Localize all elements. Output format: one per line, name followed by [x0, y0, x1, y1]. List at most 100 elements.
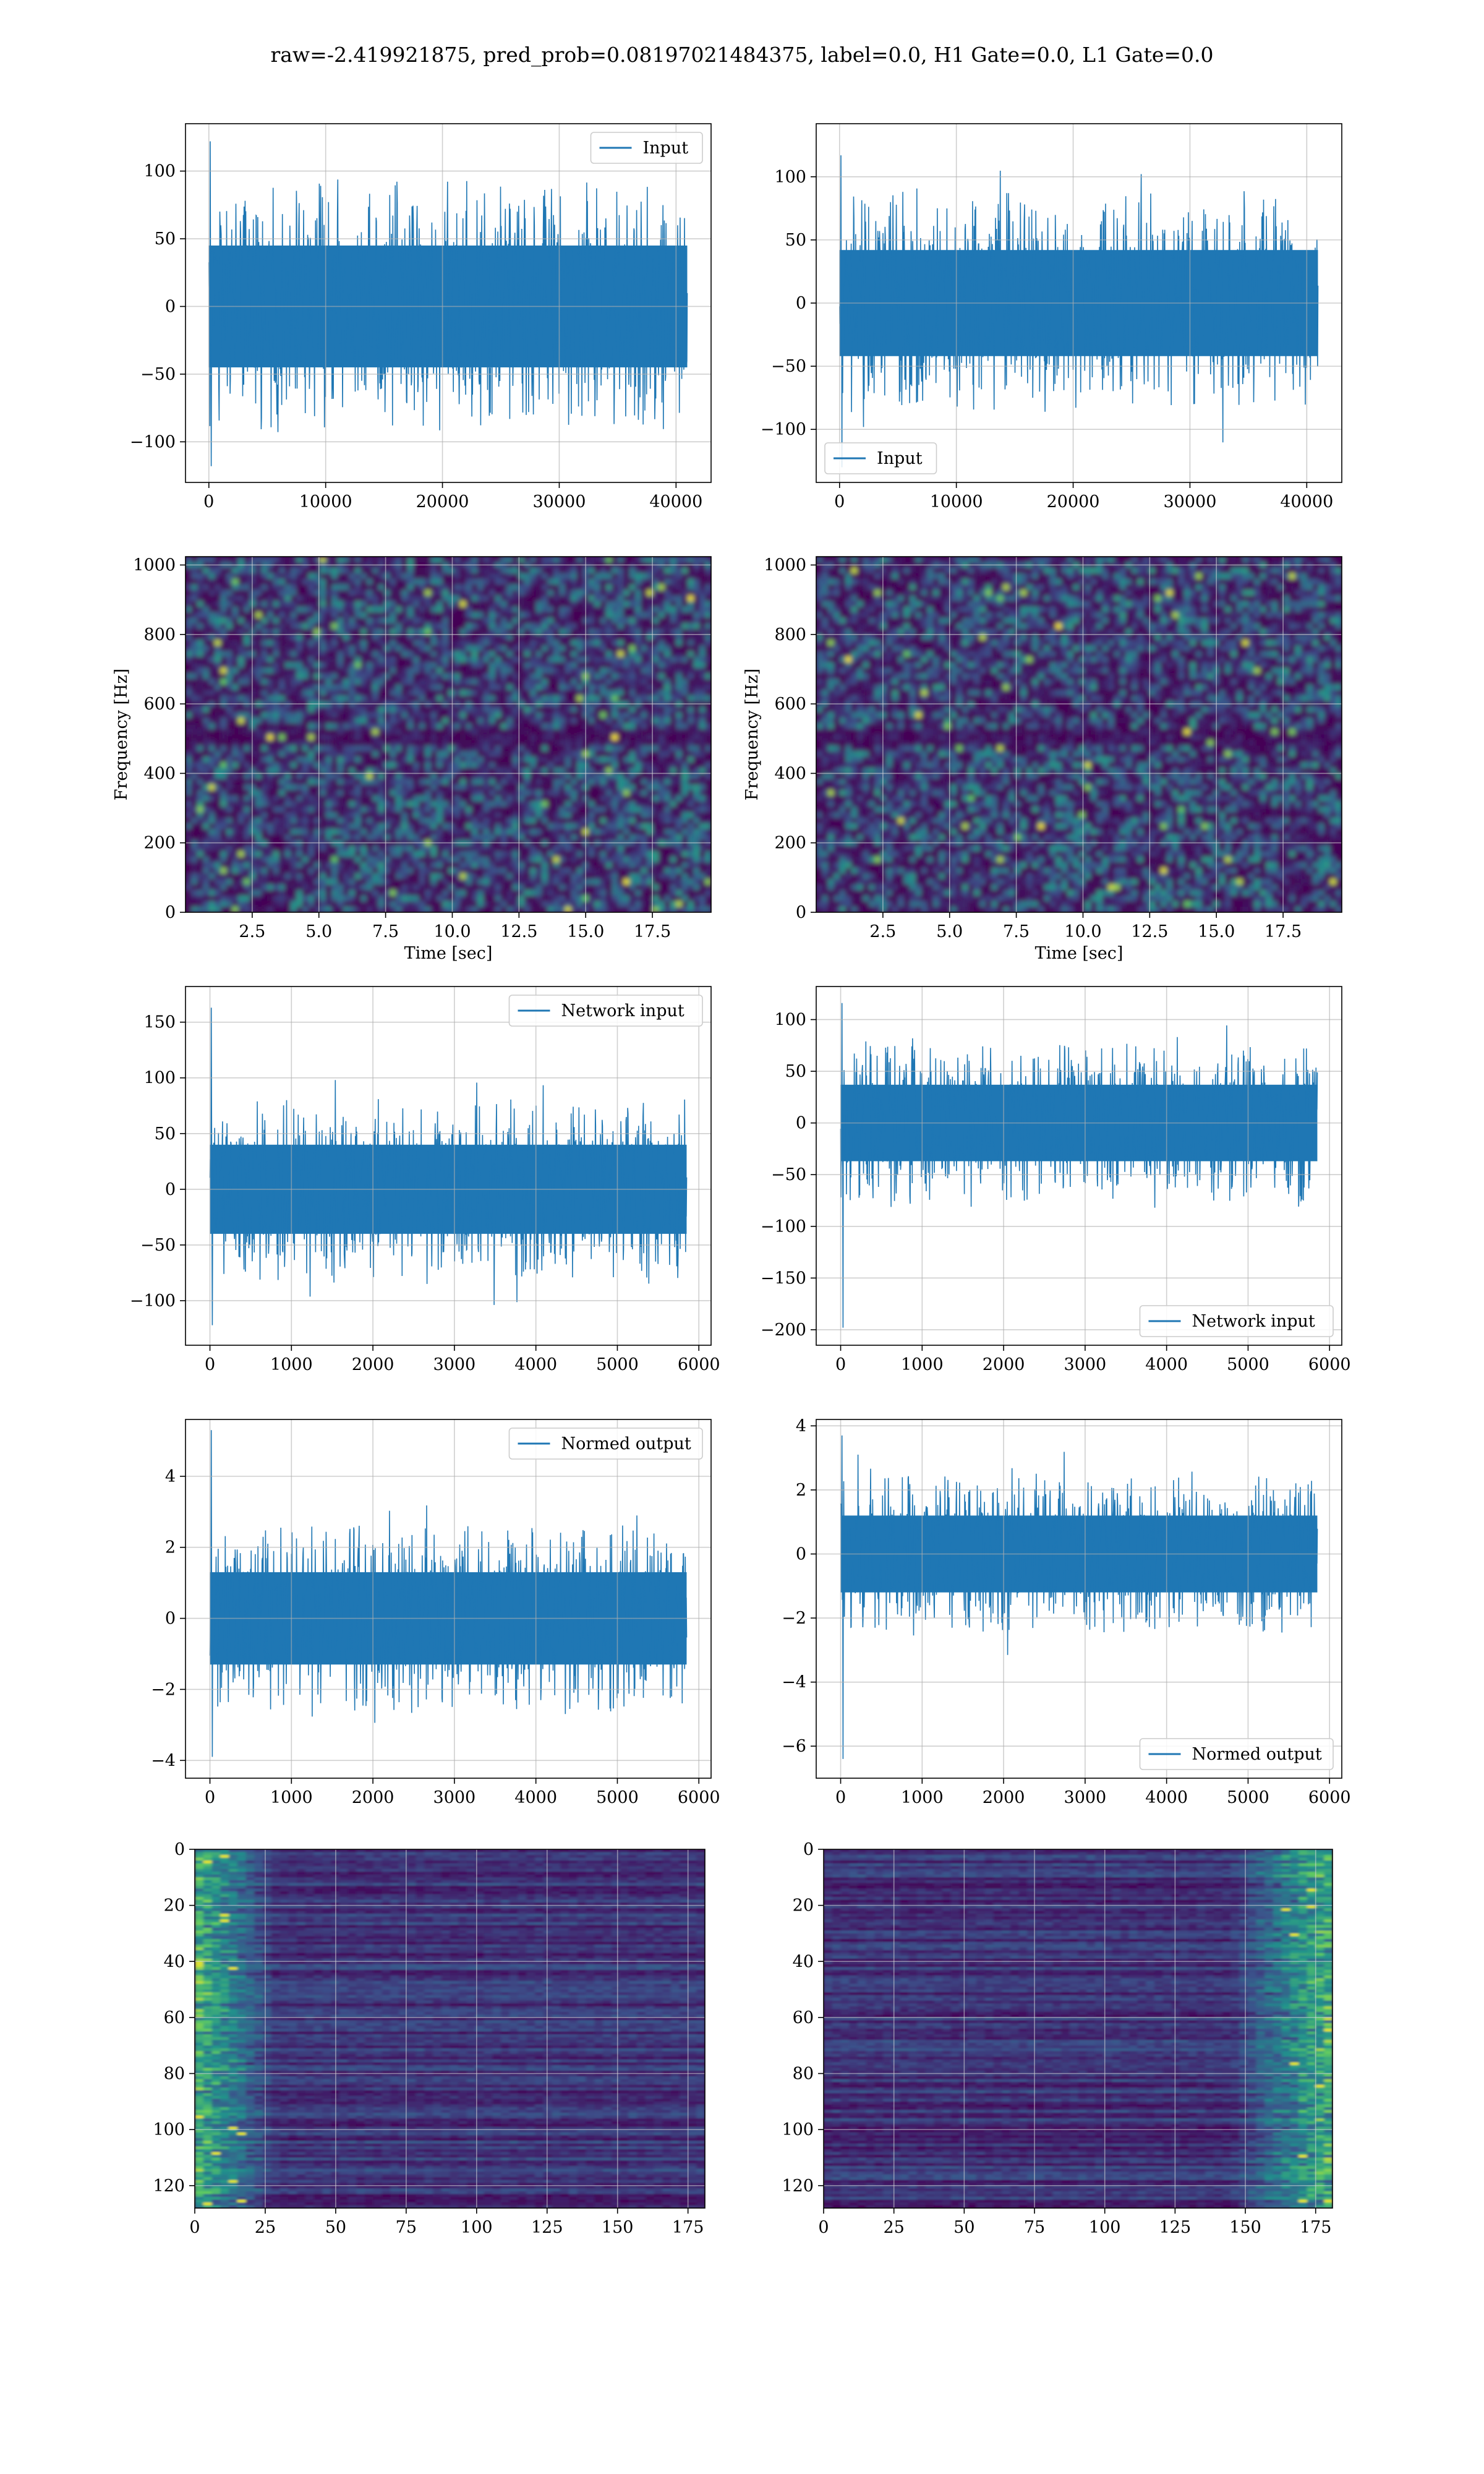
- y-tick-label: 0: [165, 1180, 176, 1199]
- x-tick-label: 125: [531, 2218, 563, 2237]
- x-tick-label: 40000: [1280, 492, 1333, 511]
- y-tick-label: 80: [164, 2065, 185, 2084]
- x-tick-label: 5000: [1227, 1355, 1269, 1374]
- heatmap-image: [186, 557, 711, 912]
- x-tick-label: 17.5: [1264, 922, 1302, 941]
- x-tick-label: 50: [953, 2218, 974, 2237]
- x-tick-label: 5000: [596, 1788, 639, 1807]
- x-tick-label: 15.0: [567, 922, 604, 941]
- legend: Normed output: [508, 1427, 703, 1460]
- x-tick-label: 3000: [1064, 1355, 1107, 1374]
- panel-row3-right: 0 1000 2000 3000 4000 5000 6000−200−150−100−50…: [761, 986, 1351, 1374]
- x-tick-label: 10000: [299, 492, 352, 511]
- x-tick-label: 12.5: [500, 922, 537, 941]
- x-tick-label: 10.0: [1064, 922, 1101, 941]
- series-line: [840, 1003, 1318, 1328]
- y-tick-label: 0: [796, 294, 806, 313]
- y-tick-label: 100: [774, 168, 806, 187]
- x-tick-label: 25: [255, 2218, 276, 2237]
- x-tick-label: 7.5: [1003, 922, 1030, 941]
- legend-label: Normed output: [1192, 1745, 1322, 1764]
- x-tick-label: 2000: [352, 1355, 394, 1374]
- legend: Input: [590, 132, 703, 164]
- x-tick-label: 4000: [1145, 1788, 1188, 1807]
- grid: [823, 1849, 1333, 2208]
- x-tick-label: 1000: [901, 1788, 944, 1807]
- legend-label: Network input: [1192, 1312, 1315, 1331]
- y-tick-label: 1000: [764, 555, 806, 575]
- x-tick-label: 150: [1229, 2218, 1261, 2237]
- y-tick-label: −150: [761, 1269, 806, 1288]
- axes-frame: [185, 986, 712, 1346]
- y-tick-label: 4: [796, 1416, 806, 1436]
- x-tick-label: 5.0: [936, 922, 963, 941]
- y-tick-label: 800: [143, 625, 176, 644]
- y-tick-label: 40: [164, 1952, 185, 1971]
- x-tick-label: 3000: [433, 1355, 476, 1374]
- axes-frame: [185, 1419, 712, 1779]
- y-tick-label: 150: [143, 1013, 176, 1032]
- y-tick-label: 400: [143, 764, 176, 783]
- grid: [186, 987, 711, 1345]
- panel-row1-right: 0 10000 20000 30000 40000 −100 −50 0 50 100 Input: [761, 123, 1342, 511]
- y-tick-label: −100: [130, 432, 176, 452]
- x-tick-label: 0: [205, 1355, 215, 1374]
- y-tick-label: −100: [761, 420, 806, 439]
- x-tick-label: 0: [189, 2218, 200, 2237]
- y-tick-label: 0: [165, 297, 176, 316]
- y-tick-label: 600: [143, 695, 176, 714]
- series-line: [209, 1008, 688, 1325]
- y-tick-label: 600: [774, 695, 806, 714]
- x-tick-label: 2.5: [239, 922, 265, 941]
- y-tick-label: −4: [782, 1673, 806, 1692]
- x-tick-label: 6000: [1308, 1788, 1351, 1807]
- axes-frame: [185, 556, 712, 913]
- legend: Network input: [1139, 1305, 1334, 1337]
- x-tick-label: 1000: [270, 1355, 313, 1374]
- axes-frame: [816, 556, 1342, 913]
- heatmap-image: [195, 1849, 705, 2208]
- y-tick-label: 0: [165, 903, 176, 922]
- x-tick-label: 50: [325, 2218, 346, 2237]
- y-tick-label: −100: [761, 1217, 806, 1236]
- y-tick-label: 40: [793, 1952, 814, 1971]
- x-tick-label: 0: [835, 1788, 846, 1807]
- x-tick-label: 2.5: [869, 922, 896, 941]
- y-tick-label: −2: [782, 1609, 806, 1628]
- y-tick-label: 0: [796, 1114, 806, 1133]
- x-tick-label: 25: [883, 2218, 904, 2237]
- y-tick-label: 100: [143, 162, 176, 181]
- x-tick-label: 6000: [678, 1788, 720, 1807]
- y-tick-label: 1000: [133, 555, 176, 575]
- panel-row2-left: 2.5 5.0 7.5 10.0 12.5 15.0 17.5 0 200 400 600 800 10…: [112, 555, 712, 963]
- y-tick-label: 0: [165, 1609, 176, 1629]
- x-tick-label: 100: [461, 2218, 493, 2237]
- x-tick-label: 0: [834, 492, 845, 511]
- x-tick-label: 100: [1089, 2218, 1121, 2237]
- x-tick-label: 30000: [532, 492, 586, 511]
- grid: [186, 1419, 711, 1778]
- x-tick-label: 20000: [416, 492, 469, 511]
- y-axis-label: Frequency [Hz]: [743, 669, 762, 800]
- x-tick-label: 1000: [270, 1788, 313, 1807]
- y-tick-label: 800: [774, 625, 806, 644]
- y-tick-label: −50: [140, 1236, 176, 1255]
- x-tick-label: 0: [205, 1788, 215, 1807]
- y-axis-label: Frequency [Hz]: [112, 669, 131, 800]
- legend-label: Input: [877, 449, 923, 468]
- x-tick-label: 20000: [1047, 492, 1100, 511]
- y-tick-label: 2: [796, 1481, 806, 1500]
- y-tick-label: −50: [771, 1165, 806, 1184]
- x-tick-label: 175: [672, 2218, 704, 2237]
- x-tick-label: 4000: [514, 1355, 557, 1374]
- panel-row4-left: 0 1000 2000 3000 4000 5000 6000 −4 −2 0 2 4 Normed o…: [151, 1419, 720, 1807]
- axes-frame: [816, 1419, 1342, 1779]
- y-tick-label: 100: [782, 2120, 814, 2139]
- y-tick-label: −50: [140, 365, 176, 384]
- legend-label: Input: [643, 139, 689, 158]
- y-tick-label: 0: [796, 903, 806, 922]
- axes-frame: [816, 986, 1342, 1346]
- x-tick-label: 150: [602, 2218, 634, 2237]
- legend: Network input: [508, 995, 703, 1027]
